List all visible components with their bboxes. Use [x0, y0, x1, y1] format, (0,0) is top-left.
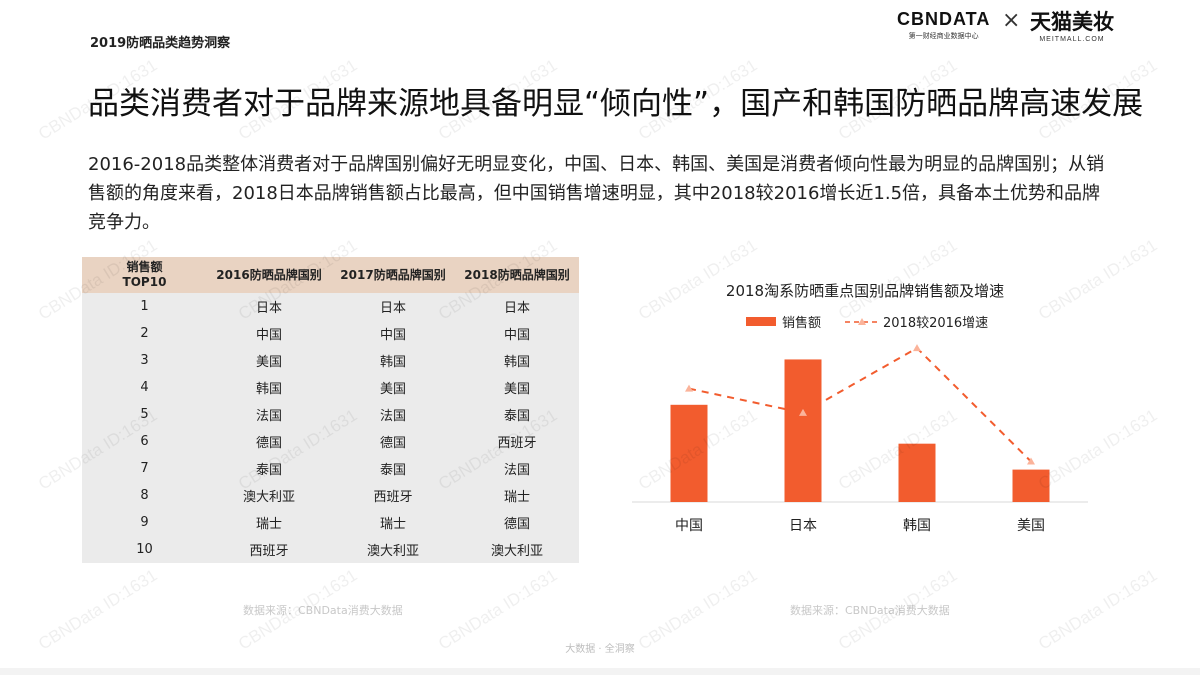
page-title: 品类消费者对于品牌来源地具备明显“倾向性”，国产和韩国防晒品牌高速发展 [88, 86, 1144, 122]
table-row: 8 澳大利亚 西班牙 瑞士 [82, 482, 579, 509]
table-row: 7 泰国 泰国 法国 [82, 455, 579, 482]
legend-label-sales: 销售额 [782, 316, 822, 331]
table-row: 6 德国 德国 西班牙 [82, 428, 579, 455]
ranking-table: 销售额 TOP10 2016防晒品牌国别 2017防晒品牌国别 2018防晒品牌… [82, 257, 579, 563]
table-header-2016: 2016防晒品牌国别 [207, 257, 331, 293]
country-cell: 韩国 [503, 355, 530, 370]
x-tick-label: 日本 [789, 518, 817, 534]
rank-cell: 8 [140, 488, 149, 503]
country-cell: 泰国 [503, 409, 530, 424]
chart-title: 2018淘系防晒重点国别品牌销售额及增速 [725, 282, 1005, 300]
growth-point-1 [799, 408, 807, 416]
country-cell: 德国 [503, 517, 530, 532]
page-description: 2016-2018品类整体消费者对于品牌国别偏好无明显变化，中国、日本、韩国、美… [88, 154, 1105, 233]
growth-point-2 [913, 344, 921, 352]
country-cell: 法国 [255, 409, 282, 424]
country-cell: 泰国 [255, 463, 282, 478]
cbndata-logo-subtext: 第一财经商业数据中心 [908, 32, 979, 40]
table-row: 2 中国 中国 中国 [82, 320, 579, 347]
country-cell: 日本 [379, 301, 406, 316]
country-cell: 西班牙 [497, 436, 537, 451]
growth-point-3 [1027, 457, 1035, 465]
tmall-logo-subtext: MEITMALL.COM [1039, 36, 1105, 43]
country-cell: 韩国 [379, 355, 406, 370]
country-cell: 澳大利亚 [490, 544, 543, 559]
sales-growth-chart: 中国 日本 韩国 美国 [632, 344, 1088, 534]
footer-tagline: 大数据 · 全洞察 [565, 644, 635, 655]
ranking-table-container: 销售额 TOP10 2016防晒品牌国别 2017防晒品牌国别 2018防晒品牌… [82, 257, 579, 563]
rank-cell: 9 [140, 515, 149, 530]
country-cell: 中国 [255, 328, 282, 343]
bar-0 [670, 404, 708, 502]
country-cell: 西班牙 [373, 490, 413, 505]
table-header-2017: 2017防晒品牌国别 [331, 257, 455, 293]
country-cell: 泰国 [379, 463, 406, 478]
cbndata-logo-text: CBNDATA [897, 9, 991, 29]
rank-cell: 7 [140, 461, 149, 476]
table-row: 9 瑞士 瑞士 德国 [82, 509, 579, 536]
x-tick-label: 中国 [675, 518, 703, 534]
rank-cell: 1 [140, 299, 149, 314]
chart-source-note: 数据来源：CBNData消费大数据 [790, 604, 950, 617]
tmall-logo-text: 天猫美妆 [1030, 10, 1114, 34]
table-header-2018: 2018防晒品牌国别 [455, 257, 579, 293]
table-row: 4 韩国 美国 美国 [82, 374, 579, 401]
table-header-row: 销售额 TOP10 2016防晒品牌国别 2017防晒品牌国别 2018防晒品牌… [82, 257, 579, 293]
tmall-beauty-logo: 天猫美妆 MEITMALL.COM [1030, 6, 1114, 43]
country-cell: 德国 [379, 436, 406, 451]
country-cell: 瑞士 [379, 517, 406, 532]
country-cell: 法国 [503, 463, 530, 478]
legend-label-growth: 2018较2016增速 [883, 316, 989, 331]
country-cell: 日本 [503, 301, 530, 316]
country-cell: 澳大利亚 [242, 490, 295, 505]
country-cell: 韩国 [255, 382, 282, 397]
growth-point-0 [685, 384, 693, 392]
rank-cell: 2 [140, 326, 149, 341]
table-header-rank: 销售额 TOP10 [82, 257, 207, 293]
logo-separator: × [1002, 8, 1021, 33]
country-cell: 瑞士 [503, 490, 530, 505]
country-cell: 中国 [379, 328, 406, 343]
table-row: 5 法国 法国 泰国 [82, 401, 579, 428]
table-source-note: 数据来源：CBNData消费大数据 [243, 604, 403, 617]
country-cell: 瑞士 [255, 517, 282, 532]
rank-cell: 10 [136, 542, 153, 557]
cbndata-logo: CBNDATA 第一财经商业数据中心 [897, 9, 990, 41]
table-row: 3 美国 韩国 韩国 [82, 347, 579, 374]
rank-cell: 3 [140, 353, 149, 368]
country-cell: 美国 [255, 355, 282, 370]
x-tick-label: 美国 [1017, 518, 1045, 534]
country-cell: 德国 [255, 436, 282, 451]
country-cell: 澳大利亚 [366, 544, 419, 559]
rank-cell: 6 [140, 434, 149, 449]
country-cell: 西班牙 [249, 544, 289, 559]
rank-cell: 5 [140, 407, 149, 422]
country-cell: 美国 [379, 382, 406, 397]
bar-3 [1012, 469, 1050, 502]
chart-legend: 销售额 2018较2016增速 [746, 312, 988, 331]
growth-line [688, 346, 1032, 463]
legend-bar-swatch [746, 317, 776, 326]
bar-2 [898, 443, 936, 502]
table-row: 10 西班牙 澳大利亚 澳大利亚 [82, 536, 579, 563]
country-cell: 日本 [255, 301, 282, 316]
report-label: 2019防晒品类趋势洞察 [90, 36, 231, 51]
rank-cell: 4 [140, 380, 149, 395]
country-cell: 美国 [503, 382, 530, 397]
legend-line-swatch [845, 317, 880, 325]
table-row: 1 日本 日本 日本 [82, 293, 579, 320]
country-cell: 法国 [379, 409, 406, 424]
bottom-band [0, 668, 1200, 675]
x-tick-label: 韩国 [903, 518, 931, 534]
country-cell: 中国 [503, 328, 530, 343]
bar-1 [784, 359, 822, 502]
